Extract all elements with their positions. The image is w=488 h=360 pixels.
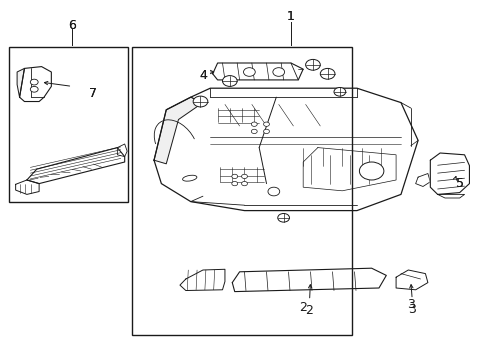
Circle shape <box>251 122 257 126</box>
Circle shape <box>263 129 269 134</box>
Circle shape <box>222 76 237 86</box>
Text: 5: 5 <box>455 177 463 190</box>
Circle shape <box>267 187 279 196</box>
Text: 4: 4 <box>199 69 206 82</box>
Circle shape <box>231 181 237 186</box>
Circle shape <box>241 181 247 186</box>
Polygon shape <box>429 153 468 194</box>
Text: 7: 7 <box>89 87 97 100</box>
Text: 1: 1 <box>286 10 294 23</box>
Circle shape <box>305 59 320 70</box>
Text: 7: 7 <box>89 87 97 100</box>
Text: 6: 6 <box>68 19 76 32</box>
Polygon shape <box>16 180 39 194</box>
Text: 3: 3 <box>407 303 415 316</box>
Circle shape <box>243 68 255 76</box>
Circle shape <box>333 87 345 96</box>
Polygon shape <box>17 68 24 97</box>
Circle shape <box>193 96 207 107</box>
Text: 2: 2 <box>299 301 306 314</box>
Text: 2: 2 <box>305 304 313 317</box>
Polygon shape <box>415 174 429 186</box>
Circle shape <box>30 79 38 85</box>
Circle shape <box>231 174 237 179</box>
Circle shape <box>251 129 257 134</box>
Text: 1: 1 <box>286 10 294 23</box>
Text: 4: 4 <box>199 69 206 82</box>
Text: 3: 3 <box>406 298 414 311</box>
Polygon shape <box>180 269 224 291</box>
Circle shape <box>320 68 334 79</box>
Polygon shape <box>437 194 464 198</box>
Circle shape <box>30 86 38 92</box>
Polygon shape <box>232 268 386 292</box>
Polygon shape <box>154 97 203 164</box>
Polygon shape <box>117 144 127 157</box>
Polygon shape <box>212 63 303 80</box>
Circle shape <box>241 174 247 179</box>
Text: 6: 6 <box>68 19 76 32</box>
Text: 5: 5 <box>455 177 463 190</box>
Circle shape <box>263 122 269 126</box>
Polygon shape <box>395 270 427 290</box>
Bar <box>9 47 128 202</box>
Polygon shape <box>20 67 51 102</box>
Bar <box>132 47 351 335</box>
Circle shape <box>359 162 383 180</box>
Circle shape <box>272 68 284 76</box>
Polygon shape <box>154 88 417 211</box>
Polygon shape <box>27 148 124 184</box>
Circle shape <box>277 213 289 222</box>
